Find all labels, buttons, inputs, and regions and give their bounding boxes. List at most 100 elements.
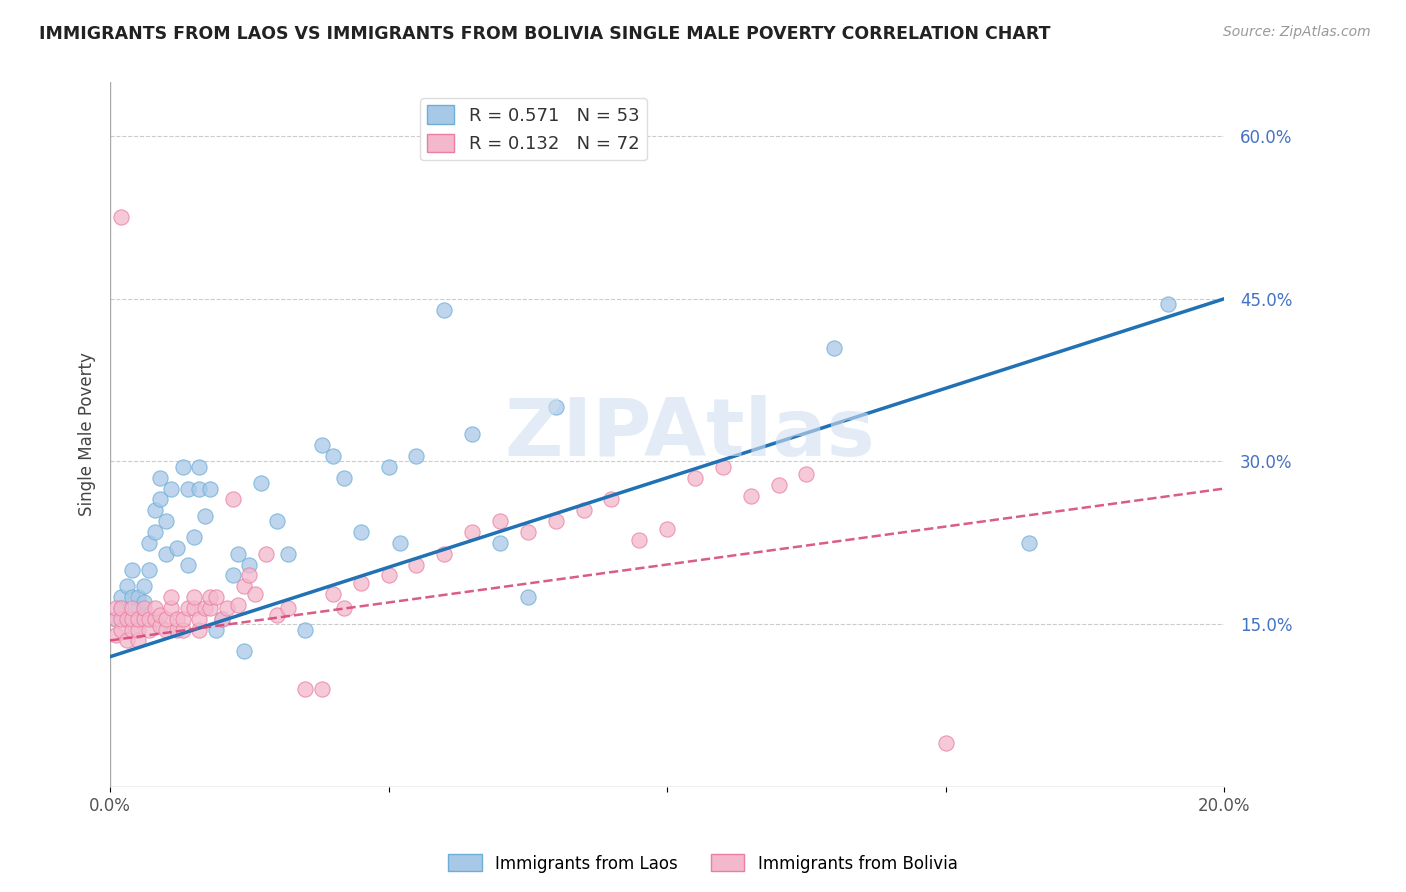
Point: [516, 524, 538, 539]
Point: [544, 401, 567, 415]
Point: [200, 482, 222, 496]
Point: [183, 600, 205, 615]
Point: [115, 633, 138, 648]
Point: [277, 547, 299, 561]
Point: [104, 612, 127, 626]
Point: [277, 600, 299, 615]
Point: [160, 590, 183, 604]
Point: [143, 612, 166, 626]
Point: [188, 623, 211, 637]
Point: [266, 608, 288, 623]
Point: [132, 595, 155, 609]
Point: [516, 590, 538, 604]
Point: [377, 568, 399, 582]
Point: [333, 471, 356, 485]
Point: [249, 476, 271, 491]
Point: [149, 471, 172, 485]
Point: [115, 579, 138, 593]
Point: [110, 590, 132, 604]
Point: [294, 623, 316, 637]
Point: [222, 492, 245, 507]
Point: [388, 536, 411, 550]
Point: [405, 449, 427, 463]
Point: [600, 492, 623, 507]
Point: [155, 547, 177, 561]
Point: [200, 590, 222, 604]
Point: [183, 590, 205, 604]
Point: [132, 600, 155, 615]
Point: [740, 489, 762, 503]
Point: [796, 467, 818, 482]
Point: [232, 579, 254, 593]
Point: [461, 427, 484, 442]
Point: [217, 600, 239, 615]
Point: [110, 211, 132, 225]
Legend: R = 0.571   N = 53, R = 0.132   N = 72: R = 0.571 N = 53, R = 0.132 N = 72: [420, 98, 647, 161]
Point: [655, 522, 678, 536]
Point: [149, 492, 172, 507]
Point: [177, 600, 200, 615]
Point: [127, 600, 149, 615]
Text: ZIPAtlas: ZIPAtlas: [503, 395, 875, 474]
Point: [172, 459, 194, 474]
Point: [132, 612, 155, 626]
Point: [166, 541, 188, 556]
Point: [104, 612, 127, 626]
Point: [110, 600, 132, 615]
Point: [294, 682, 316, 697]
Point: [160, 482, 183, 496]
Point: [205, 623, 228, 637]
Point: [183, 530, 205, 544]
Point: [711, 459, 734, 474]
Point: [177, 482, 200, 496]
Point: [104, 600, 127, 615]
Point: [311, 438, 333, 452]
Point: [127, 633, 149, 648]
Point: [322, 587, 344, 601]
Point: [110, 612, 132, 626]
Point: [222, 568, 245, 582]
Point: [238, 558, 260, 572]
Point: [266, 514, 288, 528]
Point: [489, 536, 512, 550]
Point: [188, 612, 211, 626]
Point: [138, 612, 160, 626]
Point: [121, 600, 143, 615]
Point: [238, 568, 260, 582]
Point: [188, 482, 211, 496]
Point: [155, 612, 177, 626]
Point: [433, 547, 456, 561]
Point: [768, 478, 790, 492]
Point: [350, 524, 373, 539]
Point: [138, 623, 160, 637]
Point: [226, 598, 249, 612]
Point: [143, 600, 166, 615]
Point: [322, 449, 344, 463]
Point: [110, 623, 132, 637]
Point: [172, 612, 194, 626]
Y-axis label: Single Male Poverty: Single Male Poverty: [79, 352, 96, 516]
Point: [115, 612, 138, 626]
Point: [121, 612, 143, 626]
Point: [127, 590, 149, 604]
Text: IMMIGRANTS FROM LAOS VS IMMIGRANTS FROM BOLIVIA SINGLE MALE POVERTY CORRELATION : IMMIGRANTS FROM LAOS VS IMMIGRANTS FROM …: [39, 25, 1050, 43]
Text: Source: ZipAtlas.com: Source: ZipAtlas.com: [1223, 25, 1371, 39]
Point: [1018, 536, 1040, 550]
Point: [823, 341, 845, 355]
Point: [132, 579, 155, 593]
Point: [211, 612, 233, 626]
Point: [172, 623, 194, 637]
Legend: Immigrants from Laos, Immigrants from Bolivia: Immigrants from Laos, Immigrants from Bo…: [441, 847, 965, 880]
Point: [155, 514, 177, 528]
Point: [127, 623, 149, 637]
Point: [254, 547, 277, 561]
Point: [110, 600, 132, 615]
Point: [572, 503, 595, 517]
Point: [149, 619, 172, 633]
Point: [200, 600, 222, 615]
Point: [138, 536, 160, 550]
Point: [194, 508, 217, 523]
Point: [433, 302, 456, 317]
Point: [177, 558, 200, 572]
Point: [1157, 297, 1180, 311]
